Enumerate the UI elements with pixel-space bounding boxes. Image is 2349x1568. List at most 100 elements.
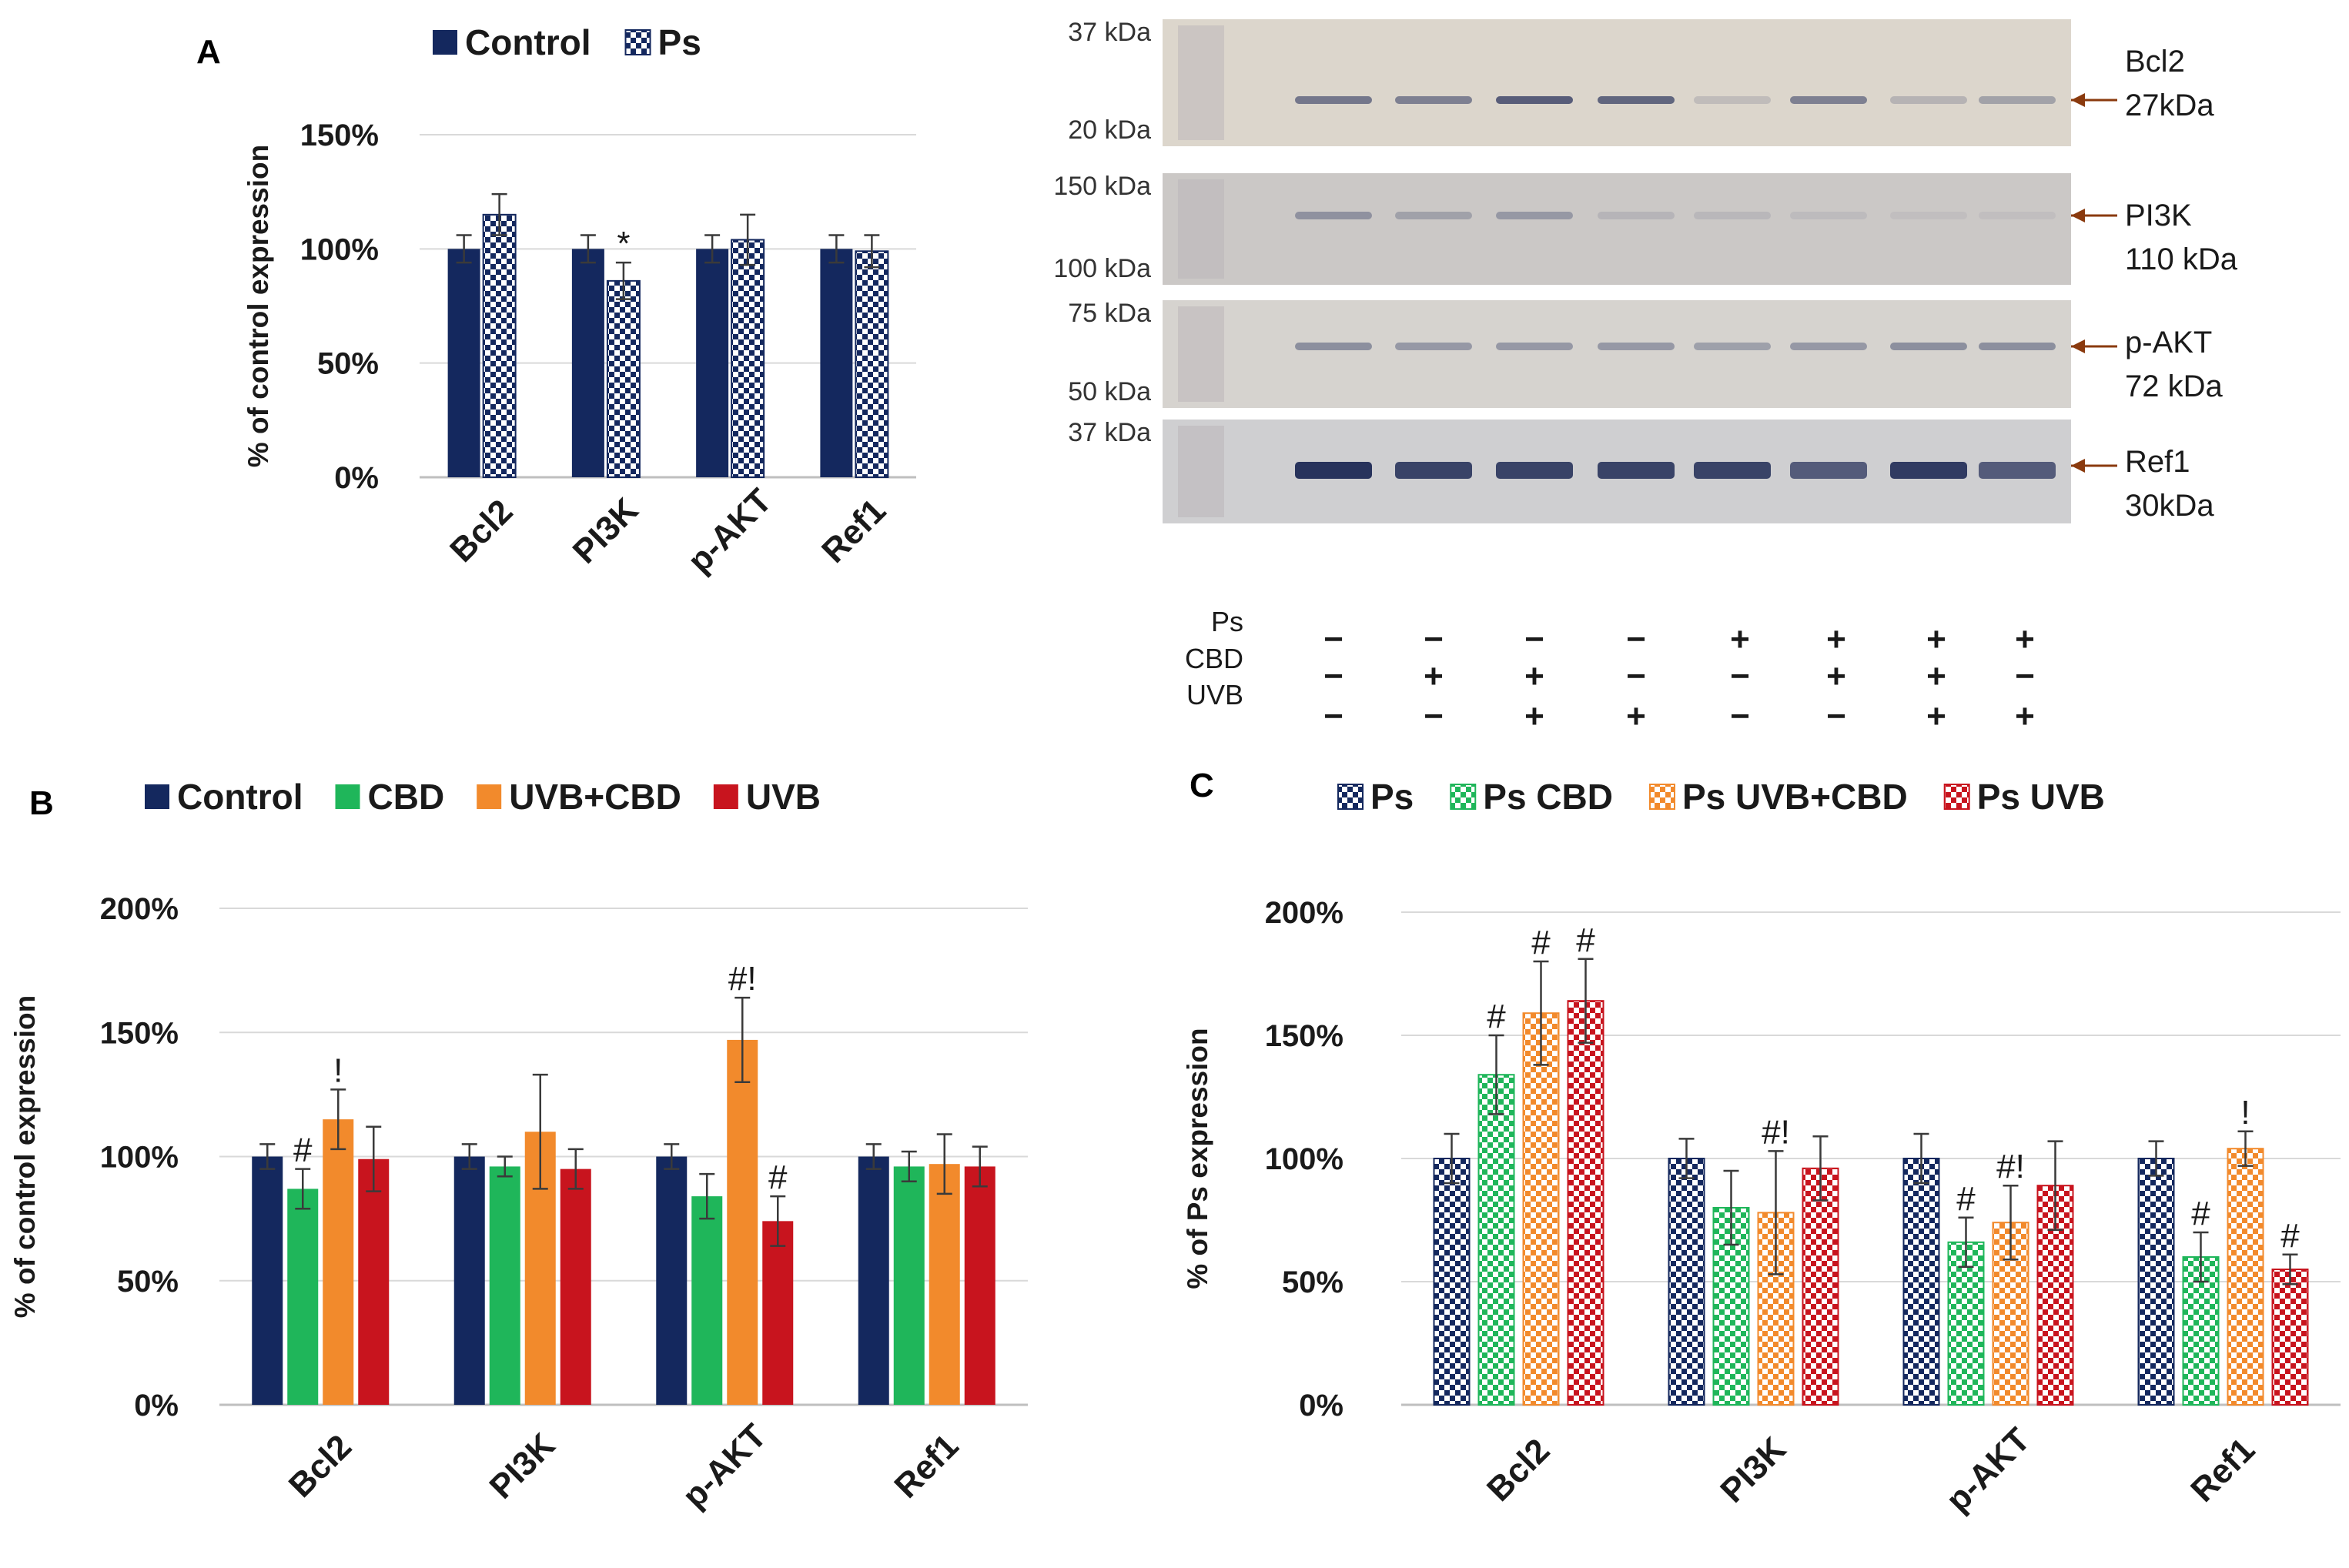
panel-a-bar-control-ref1: [820, 249, 853, 477]
blot-band-ref1: [1979, 462, 2056, 479]
panel-a-bar-ps-pi3k: [606, 279, 641, 478]
blot-protein-label: Ref1: [2125, 445, 2190, 479]
blot-band-p-akt: [1890, 343, 1967, 350]
blot-strip-pi3k: [1163, 173, 2071, 285]
panel-c-y-tick-label: 150%: [1265, 1019, 1343, 1053]
condition-sign: −: [2015, 657, 2035, 695]
blot-band-ref1: [1295, 462, 1372, 479]
blot-size-label: 110 kDa: [2125, 242, 2238, 276]
blot-band-pi3k: [1295, 212, 1372, 219]
blot-band-bcl2: [1598, 96, 1675, 104]
panel-c-legend-label-ps: Ps: [1370, 777, 1414, 817]
panel-c-y-tick-label: 100%: [1265, 1142, 1343, 1176]
panel-b-bar-control-ref1: [858, 1156, 889, 1405]
arrow-head-icon: [2071, 209, 2085, 222]
panel-c-x-tick-label: Bcl2: [1480, 1432, 1557, 1509]
panel-b-y-axis-title: % of control expression: [9, 995, 41, 1318]
blot-band-p-akt: [1694, 343, 1771, 350]
panel-c-legend-label-ps-cbd: Ps CBD: [1483, 777, 1613, 817]
panel-c-bar-ps-uvb-cbd-ref1: [2227, 1148, 2264, 1406]
panel-b-x-tick-label: PI3K: [483, 1426, 563, 1506]
panel-c-legend-swatch-ps-uvb: [1943, 784, 1970, 810]
blot-band-ref1: [1694, 462, 1771, 479]
condition-sign: +: [1826, 620, 1846, 658]
chart-panel-c: 0% 50% 100% 150% 200% % of Ps expression # # # Bc…: [1182, 777, 2341, 1520]
condition-sign: +: [1524, 657, 1544, 695]
marker-label: 75 kDa: [1068, 299, 1151, 328]
western-blot: 37 kDa 20 kDa Bcl2 27kDa 150 kDa 100 kDa PI3K 1…: [1053, 18, 2237, 735]
panel-b-bar-control-pi3k: [453, 1156, 485, 1405]
blot-band-bcl2: [1694, 96, 1771, 104]
condition-sign: +: [1926, 697, 1946, 735]
condition-sign: +: [1424, 657, 1444, 695]
panel-b-significance-label: #: [768, 1158, 788, 1196]
condition-sign: −: [1626, 657, 1646, 695]
marker-label: 150 kDa: [1053, 172, 1151, 201]
blot-band-bcl2: [1295, 96, 1372, 104]
condition-sign: −: [1323, 657, 1343, 695]
blot-band-bcl2: [1979, 96, 2056, 104]
blot-strip-bcl2: [1163, 19, 2071, 146]
condition-sign: +: [1926, 620, 1946, 658]
blot-size-label: 72 kDa: [2125, 369, 2223, 403]
panel-a-legend-swatch-ps: [624, 29, 651, 55]
panel-b-bar-cbd-pi3k: [489, 1166, 520, 1405]
blot-band-ref1: [1890, 462, 1967, 479]
panel-a-legend-swatch-control: [433, 30, 457, 55]
panel-a-bar-ps-p-akt: [731, 239, 765, 478]
condition-sign: +: [1826, 657, 1846, 695]
panel-b-significance-label: #!: [728, 960, 757, 998]
condition-sign: −: [1524, 620, 1544, 658]
panel-c-significance-label: !: [2240, 1094, 2250, 1132]
condition-sign: +: [2015, 620, 2035, 658]
panel-c-bar-ps-cbd-bcl2: [1477, 1074, 1515, 1406]
blot-protein-label: p-AKT: [2125, 326, 2212, 359]
panel-c-legend-swatch-ps-cbd: [1450, 784, 1477, 810]
blot-band-pi3k: [1694, 212, 1771, 219]
blot-size-label: 27kDa: [2125, 89, 2214, 122]
panel-a-x-tick-label: PI3K: [566, 491, 646, 571]
panel-b-legend-swatch-cbd: [335, 784, 360, 809]
condition-sign: +: [1524, 697, 1544, 735]
condition-sign: −: [1730, 697, 1750, 735]
panel-b-y-tick-label: 200%: [100, 892, 179, 926]
panel-c-legend-label-ps-uvb: Ps UVB: [1977, 777, 2105, 817]
panel-b-bar-uvb-bcl2: [358, 1158, 390, 1405]
condition-sign: −: [1730, 657, 1750, 695]
condition-sign: −: [1323, 620, 1343, 658]
panel-b-bar-cbd-bcl2: [287, 1189, 319, 1405]
ladder-lane: [1178, 179, 1224, 279]
ladder-lane: [1178, 426, 1224, 517]
ladder-lane: [1178, 306, 1224, 402]
blot-size-label: 30kDa: [2125, 489, 2214, 523]
panel-b-bar-uvb-cbd-bcl2: [323, 1119, 354, 1405]
panel-c-x-tick-label: Ref1: [2183, 1431, 2262, 1509]
panel-b-significance-label: !: [333, 1051, 343, 1089]
blot-band-pi3k: [1790, 212, 1867, 219]
blot-band-ref1: [1790, 462, 1867, 479]
blot-band-ref1: [1496, 462, 1573, 479]
panel-c-y-tick-label: 200%: [1265, 896, 1343, 930]
panel-b-bar-cbd-p-akt: [691, 1196, 723, 1405]
panel-c-bar-ps-uvb-cbd-bcl2: [1522, 1012, 1560, 1406]
condition-label-uvb: UVB: [1186, 679, 1243, 710]
panel-c-bar-ps-pi3k: [1668, 1158, 1705, 1406]
panel-b-y-tick-label: 100%: [100, 1141, 179, 1175]
chart-panel-b: 0% 50% 100% 150% 200% % of control expression…: [9, 777, 1028, 1516]
panel-a-bar-control-bcl2: [447, 249, 480, 477]
panel-c-bar-ps-p-akt: [1902, 1158, 1940, 1406]
panel-c-bar-ps-uvb-ref1: [2271, 1269, 2309, 1406]
panel-c-significance-label: #: [1531, 924, 1551, 961]
blot-band-pi3k: [1890, 212, 1967, 219]
panel-a-bar-control-pi3k: [571, 249, 604, 477]
panel-b-legend-label-control: Control: [177, 777, 303, 817]
panel-a-y-axis-title: % of control expression: [243, 145, 274, 467]
panel-b-legend-label-cbd: CBD: [368, 777, 445, 817]
panel-a-x-tick-label: Ref1: [815, 492, 893, 570]
panel-b-bar-uvb-cbd-ref1: [929, 1164, 960, 1405]
panel-b-bar-cbd-ref1: [893, 1166, 925, 1405]
arrow-head-icon: [2071, 339, 2085, 353]
panel-label-b: B: [29, 784, 54, 822]
blot-band-ref1: [1395, 462, 1472, 479]
blot-band-p-akt: [1295, 343, 1372, 350]
